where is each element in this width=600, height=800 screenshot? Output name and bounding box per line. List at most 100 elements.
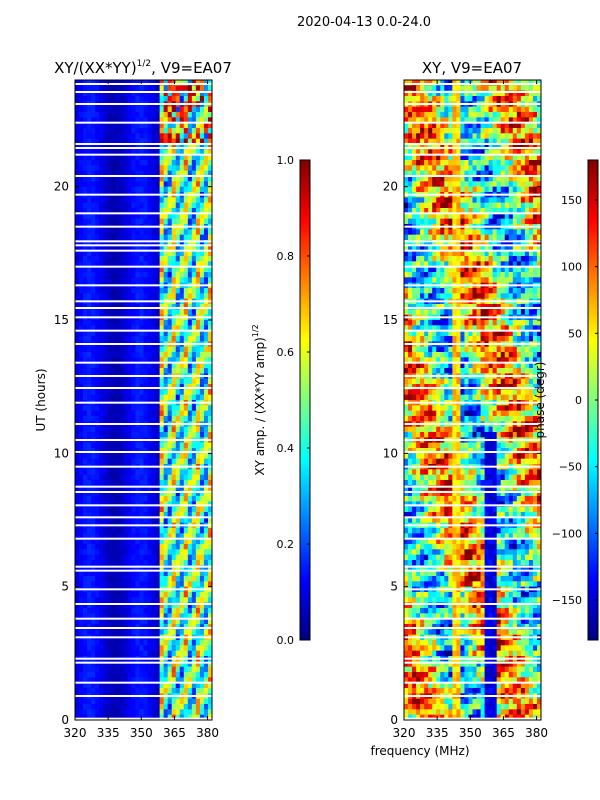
amplitude-heatmap-cell xyxy=(183,698,189,705)
phase-heatmap-cell xyxy=(468,154,473,161)
amplitude-heatmap-cell xyxy=(183,320,189,326)
amplitude-heatmap-cell xyxy=(187,261,193,268)
amplitude-heatmap-cell xyxy=(191,389,197,396)
amplitude-heatmap-cell xyxy=(123,229,128,236)
amplitude-heatmap-cell xyxy=(127,378,132,385)
amplitude-heatmap-cell xyxy=(151,666,156,673)
amplitude-heatmap-cell xyxy=(155,672,161,678)
amplitude-heatmap-cell xyxy=(99,677,104,684)
amplitude-heatmap-cell xyxy=(99,122,104,129)
amplitude-heatmap-cell xyxy=(155,554,161,561)
amplitude-heatmap-cell xyxy=(87,709,92,716)
phase-heatmap-cell xyxy=(536,138,541,145)
amplitude-heatmap-cell xyxy=(135,85,140,92)
phase-heatmap-cell xyxy=(464,176,469,182)
phase-heatmap-cell xyxy=(416,176,421,182)
amplitude-heatmap-cell xyxy=(91,512,96,518)
phase-heatmap-cell xyxy=(424,197,429,204)
amplitude-heatmap-cell xyxy=(143,378,148,385)
amplitude-heatmap-cell xyxy=(99,618,104,625)
phase-heatmap-cell xyxy=(404,138,409,145)
phase-heatmap-cell xyxy=(416,160,421,166)
amplitude-heatmap-cell xyxy=(159,117,165,124)
amplitude-heatmap-cell xyxy=(123,394,128,401)
amplitude-heatmap-cell xyxy=(143,304,148,310)
amplitude-heatmap-cell xyxy=(195,213,201,220)
amplitude-heatmap-cell xyxy=(147,261,152,268)
amplitude-heatmap-cell xyxy=(119,346,124,353)
amplitude-heatmap-cell xyxy=(199,170,205,177)
phase-heatmap-cell xyxy=(528,197,534,204)
amplitude-heatmap-cell xyxy=(123,293,128,300)
amplitude-heatmap-cell xyxy=(87,581,92,588)
amplitude-heatmap-cell xyxy=(199,576,205,582)
amplitude-heatmap-cell xyxy=(135,666,140,673)
amplitude-heatmap-cell xyxy=(139,85,144,92)
amplitude-heatmap-cell xyxy=(83,234,88,241)
phase-heatmap-cell xyxy=(508,80,514,86)
amplitude-missing-row xyxy=(75,717,212,720)
amplitude-heatmap-cell xyxy=(75,709,80,716)
phase-heatmap-cell xyxy=(456,133,461,140)
amplitude-heatmap-cell xyxy=(151,394,156,401)
phase-heatmap-cell xyxy=(472,85,477,92)
amplitude-heatmap-cell xyxy=(199,80,205,86)
amplitude-heatmap-cell xyxy=(203,666,209,673)
phase-heatmap-cell xyxy=(436,149,441,156)
amplitude-heatmap-cell xyxy=(103,208,108,214)
amplitude-heatmap-cell xyxy=(207,496,212,502)
phase-heatmap-cell xyxy=(432,117,437,124)
amplitude-heatmap-cell xyxy=(79,698,84,705)
amplitude-heatmap-cell xyxy=(155,608,161,614)
amplitude-heatmap-cell xyxy=(155,512,161,518)
amplitude-heatmap-cell xyxy=(191,661,197,668)
amplitude-heatmap-cell xyxy=(123,336,128,342)
amplitude-x-axis: 320 335 350 365 380 xyxy=(64,80,219,740)
amplitude-heatmap-cell xyxy=(191,453,197,460)
amplitude-heatmap-cell xyxy=(203,480,209,486)
amplitude-heatmap-cell xyxy=(175,592,181,598)
phase-heatmap-cell xyxy=(424,117,429,124)
amplitude-heatmap-cell xyxy=(75,106,80,113)
amplitude-heatmap-cell xyxy=(183,714,189,720)
phase-heatmap-cell xyxy=(428,90,433,97)
amplitude-heatmap-cell xyxy=(99,149,104,156)
amplitude-heatmap-cell xyxy=(107,608,112,614)
amplitude-heatmap-cell xyxy=(79,186,84,193)
amplitude-heatmap-cell xyxy=(135,245,140,252)
phase-heatmap-cell xyxy=(416,181,421,188)
amplitude-heatmap-cell xyxy=(75,672,80,678)
amplitude-heatmap-cell xyxy=(187,640,193,646)
phase-heatmap-cell xyxy=(508,197,514,204)
amplitude-heatmap-cell xyxy=(151,602,156,609)
amplitude-heatmap-cell xyxy=(143,261,148,268)
amplitude-heatmap-cell xyxy=(159,394,165,401)
amplitude-heatmap-cell xyxy=(195,149,201,156)
amplitude-heatmap-cell xyxy=(91,442,96,449)
amplitude-heatmap-cell xyxy=(203,384,209,390)
phase-heatmap-cell xyxy=(408,186,413,193)
amplitude-heatmap-cell xyxy=(107,410,112,417)
phase-heatmap-cell xyxy=(516,144,522,150)
amplitude-heatmap-cell xyxy=(99,533,104,540)
amplitude-ytick-label: 20 xyxy=(54,180,69,194)
amplitude-heatmap-cell xyxy=(207,384,212,390)
phase-heatmap-cell xyxy=(516,149,522,156)
amplitude-heatmap-cell xyxy=(191,266,197,273)
amplitude-heatmap-cell xyxy=(175,640,181,646)
amplitude-heatmap-cell xyxy=(163,618,169,625)
amplitude-heatmap-cell xyxy=(199,293,205,300)
amplitude-heatmap-cell xyxy=(103,96,108,102)
amplitude-heatmap-cell xyxy=(107,485,112,492)
amplitude-heatmap-cell xyxy=(79,378,84,385)
amplitude-heatmap-cell xyxy=(79,117,84,124)
amplitude-heatmap-cell xyxy=(111,474,116,481)
amplitude-heatmap-cell xyxy=(111,336,116,342)
amplitude-heatmap-cell xyxy=(187,80,193,86)
phase-heatmap-cell xyxy=(520,197,526,204)
amplitude-heatmap-cell xyxy=(147,336,152,342)
amplitude-heatmap-cell xyxy=(75,202,80,209)
amplitude-heatmap-cell xyxy=(115,250,120,257)
amplitude-heatmap-cell xyxy=(155,405,161,412)
amplitude-heatmap-cell xyxy=(167,106,173,113)
